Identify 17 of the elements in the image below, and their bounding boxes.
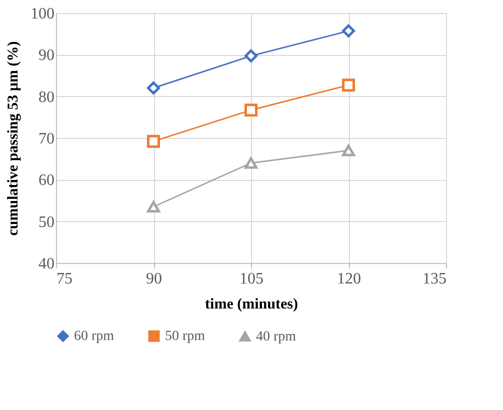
legend-label: 40 rpm — [256, 329, 296, 344]
x-tick-label: 135 — [422, 270, 446, 288]
x-tick-label: 120 — [337, 270, 361, 288]
x-tick-label: 90 — [146, 270, 162, 288]
y-tick-label: 50 — [38, 214, 54, 231]
x-tick-label: 105 — [240, 270, 264, 288]
legend-label: 50 rpm — [165, 329, 206, 344]
y-tick-label: 80 — [38, 88, 54, 106]
y-tick-label: 90 — [38, 47, 54, 64]
x-axis-title: time (minutes) — [205, 296, 298, 312]
legend-label: 60 rpm — [74, 329, 114, 344]
y-tick-label: 60 — [38, 172, 54, 190]
x-tick-label: 75 — [56, 270, 72, 288]
y-tick-label: 100 — [30, 6, 54, 22]
y-axis-title: cumulative passing 53 µm (%) — [6, 41, 22, 236]
y-tick-label: 40 — [38, 256, 54, 272]
y-tick-label: 70 — [38, 130, 54, 148]
